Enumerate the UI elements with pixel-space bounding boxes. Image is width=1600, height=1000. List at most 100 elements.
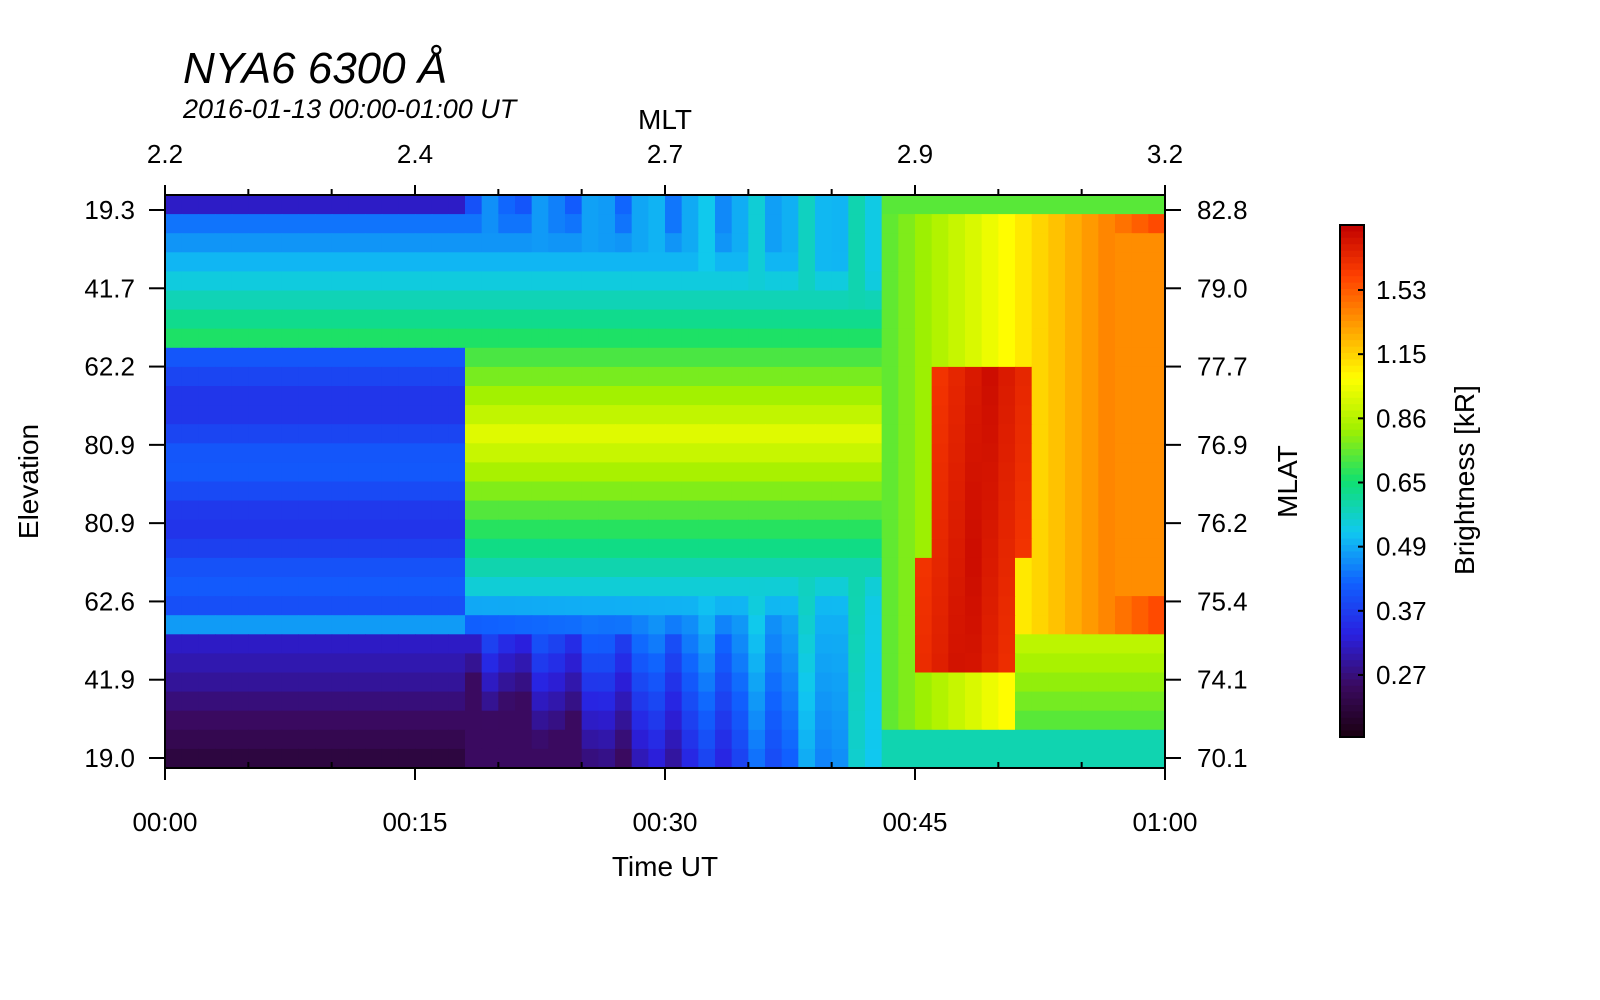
heatmap-cell [1148,653,1166,674]
heatmap-cell [648,386,666,406]
heatmap-cell [831,252,849,272]
heatmap-cell [948,538,966,559]
heatmap-cell [231,271,249,292]
heatmap-cell [898,424,916,444]
heatmap-cell [448,424,466,444]
heatmap-cell [965,290,983,311]
heatmap-cell [681,710,699,731]
heatmap-cell [981,481,999,502]
heatmap-cell [448,653,466,674]
heatmap-cell [498,538,516,559]
heatmap-cells [165,195,1166,769]
heatmap-cell [715,634,733,654]
heatmap-cell [1081,405,1099,425]
heatmap-cell [398,691,416,712]
heatmap-cell [248,653,266,674]
heatmap-cell [881,271,899,292]
heatmap-cell [648,366,666,387]
heatmap-cell [565,519,583,540]
heatmap-cell [481,252,499,272]
heatmap-cell [631,729,649,750]
heatmap-cell [548,386,566,406]
heatmap-cell [231,691,249,712]
heatmap-cell [1015,443,1033,463]
heatmap-cell [948,386,966,406]
heatmap-cell [981,233,999,253]
heatmap-cell [1048,615,1066,635]
heatmap-cell [931,557,949,578]
heatmap-cell [798,634,816,654]
heatmap-cell [298,538,316,559]
heatmap-cell [731,195,749,215]
heatmap-cell [231,748,249,769]
heatmap-cell [865,596,883,616]
heatmap-cell [581,577,599,597]
heatmap-cell [231,557,249,578]
heatmap-cell [548,710,566,731]
heatmap-cell [965,233,983,253]
heatmap-cell [681,271,699,292]
heatmap-cell [681,596,699,616]
heatmap-cell [198,347,216,368]
heatmap-cell [1081,481,1099,502]
heatmap-cell [815,481,833,502]
heatmap-cell [865,424,883,444]
colorbar-segment [1340,461,1364,469]
heatmap-cell [931,271,949,292]
heatmap-cell [898,328,916,349]
heatmap-cell [181,309,199,330]
heatmap-cell [998,424,1016,444]
heatmap-cell [398,443,416,463]
heatmap-cell [665,328,683,349]
heatmap-cell [231,500,249,521]
heatmap-cell [448,710,466,731]
heatmap-cell [615,577,633,597]
heatmap-cell [665,424,683,444]
heatmap-cell [298,672,316,693]
heatmap-cell [348,615,366,635]
chart-title: NYA6 6300 Å [183,44,448,93]
heatmap-cell [315,710,333,731]
heatmap-cell [815,405,833,425]
heatmap-cell [615,481,633,502]
heatmap-cell [798,653,816,674]
heatmap-cell [831,290,849,311]
heatmap-cell [648,710,666,731]
heatmap-cell [1131,405,1149,425]
heatmap-cell [715,481,733,502]
heatmap-cell [1031,386,1049,406]
colorbar-segment [1340,660,1364,668]
y-tick-label: 19.3 [84,195,135,225]
heatmap-cell [415,347,433,368]
colorbar-segment [1340,244,1364,252]
heatmap-cell [365,252,383,272]
heatmap-cell [215,596,233,616]
heatmap-cell [398,672,416,693]
heatmap-cell [1148,748,1166,769]
heatmap-cell [265,309,283,330]
heatmap-cell [1015,557,1033,578]
heatmap-cell [1048,577,1066,597]
heatmap-cell [565,443,583,463]
heatmap-cell [631,462,649,483]
heatmap-cell [948,577,966,597]
heatmap-cell [765,519,783,540]
heatmap-cell [965,557,983,578]
heatmap-cell [981,596,999,616]
heatmap-cell [498,328,516,349]
heatmap-cell [665,500,683,521]
heatmap-cell [165,653,183,674]
heatmap-cell [198,328,216,349]
heatmap-cell [748,309,766,330]
colorbar-segment [1340,353,1364,360]
colorbar-segment [1340,429,1364,437]
heatmap-cell [198,309,216,330]
heatmap-cell [531,309,549,330]
heatmap-cell [515,328,533,349]
heatmap-cell [231,634,249,654]
heatmap-cell [165,290,183,311]
heatmap-cell [698,519,716,540]
heatmap-cell [515,519,533,540]
heatmap-cell [981,577,999,597]
heatmap-cell [865,366,883,387]
